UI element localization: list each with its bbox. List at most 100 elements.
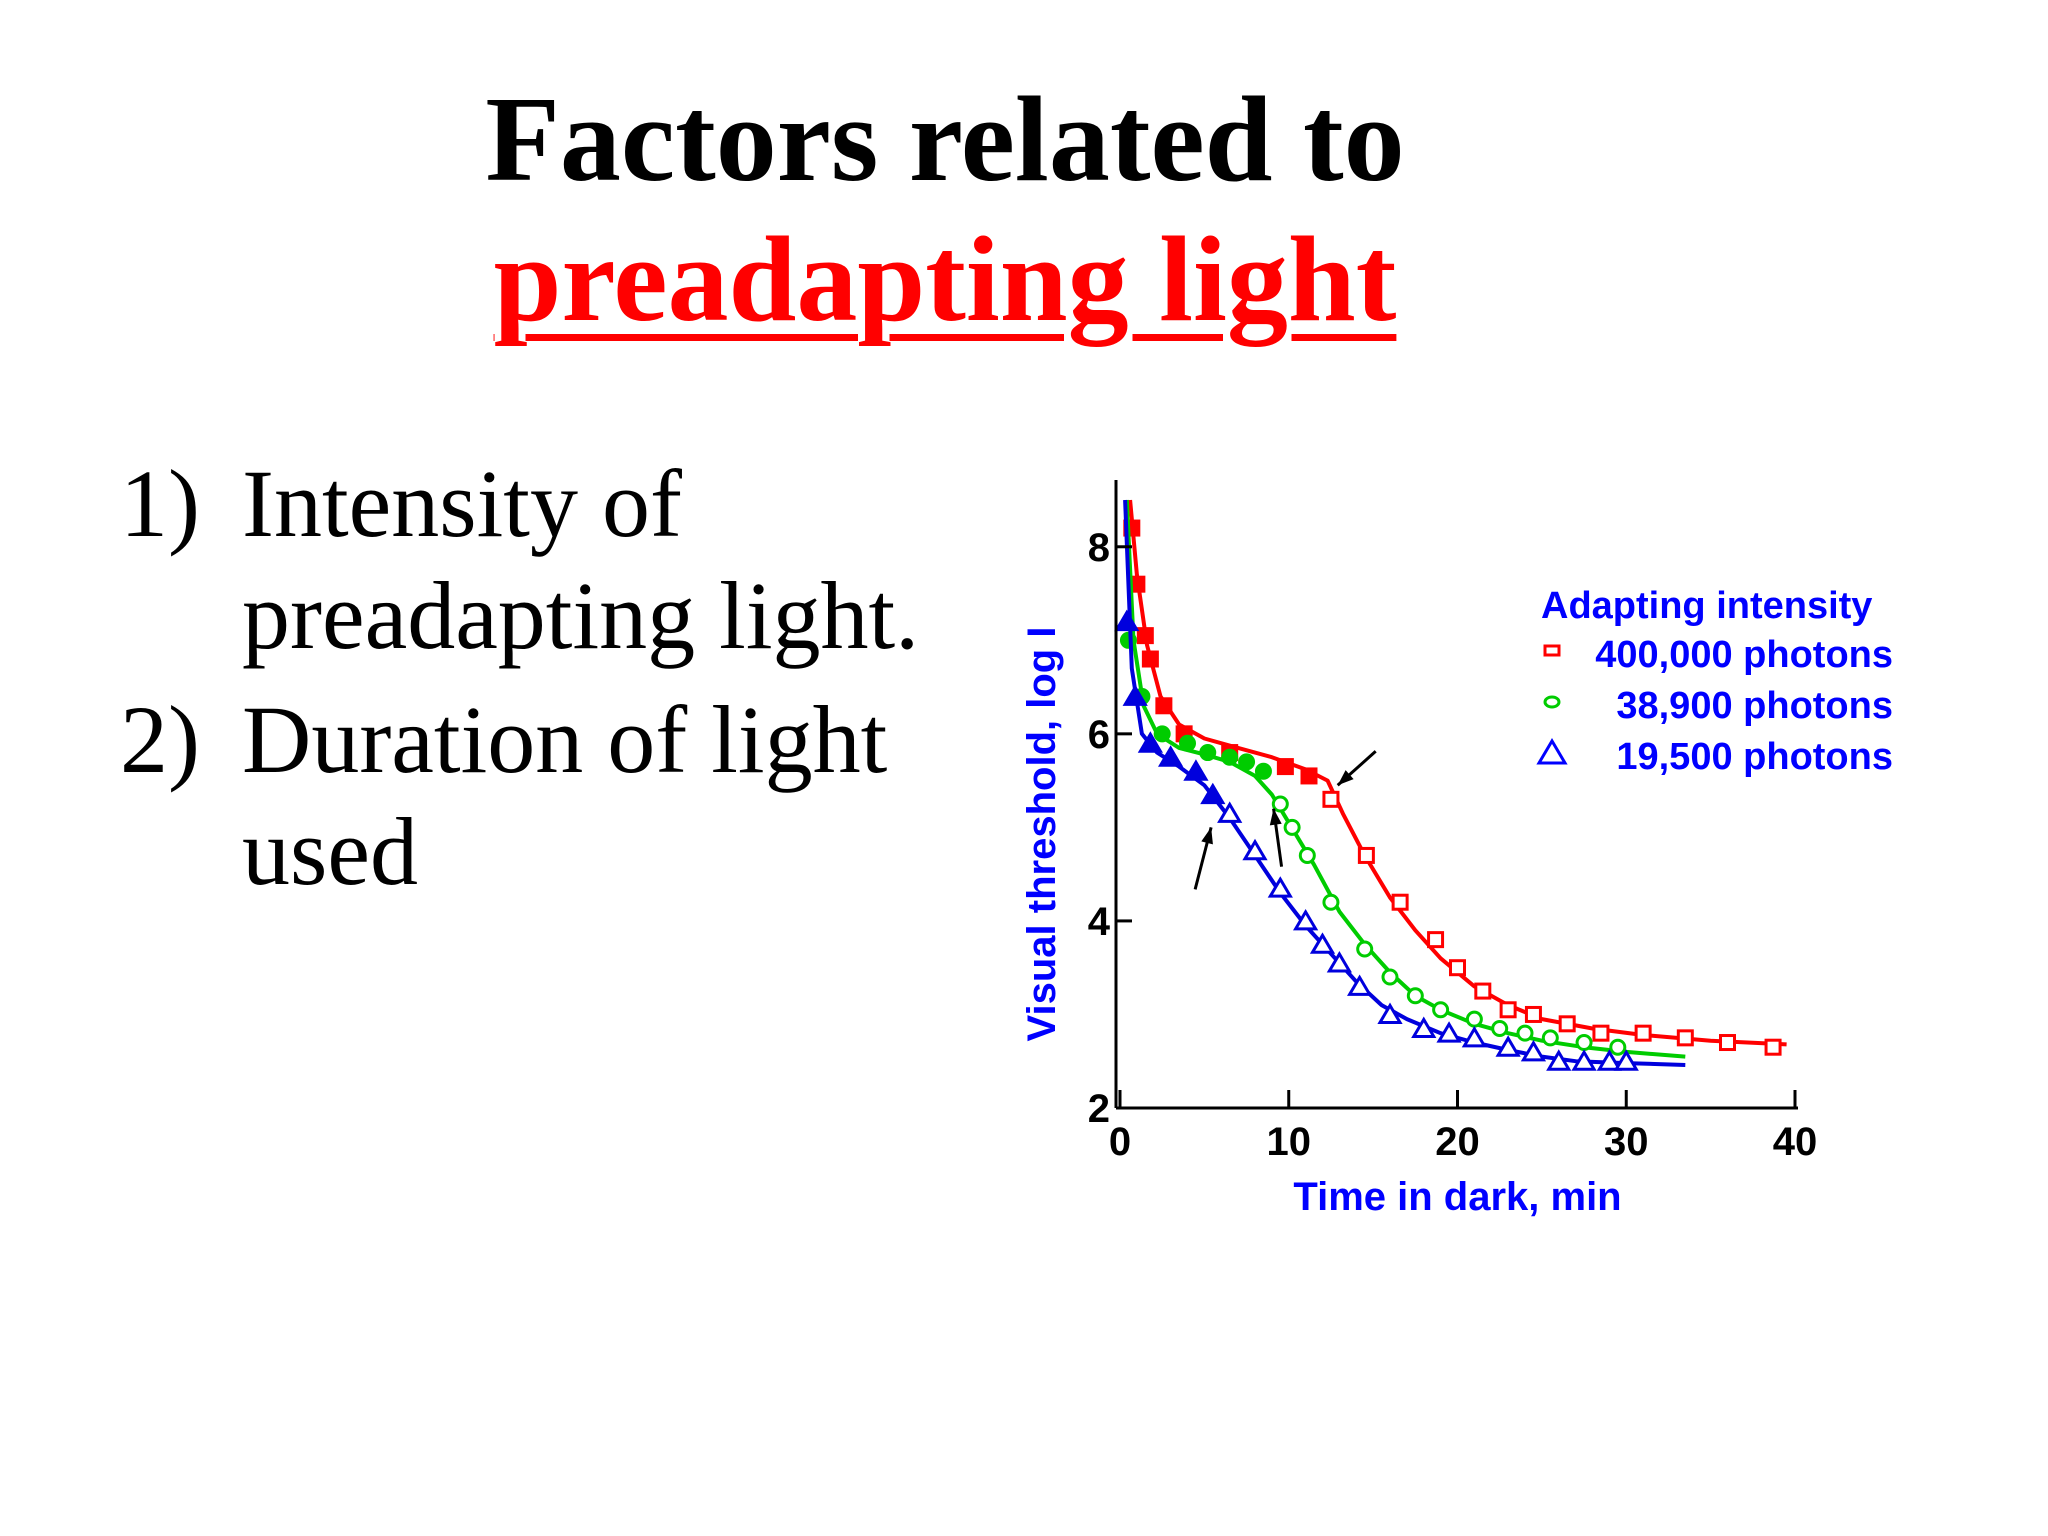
x-tick-label: 30 <box>1604 1120 1649 1164</box>
data-point <box>1136 627 1154 645</box>
legend-entry: 38,900 photons <box>1616 685 1893 727</box>
y-tick-label: 2 <box>1088 1087 1110 1131</box>
data-point <box>1491 1019 1509 1037</box>
data-point <box>1634 1024 1652 1042</box>
title-line-1: Factors related to <box>485 72 1405 207</box>
data-point <box>1322 790 1340 808</box>
chart-legend: Adapting intensity 400,000 photons 38,900 … <box>1536 585 1893 778</box>
legend-entry: 400,000 photons <box>1595 634 1893 676</box>
data-point <box>1499 1001 1517 1019</box>
data-point <box>1326 951 1352 973</box>
data-point <box>1524 1005 1542 1023</box>
data-point <box>1764 1038 1782 1056</box>
x-tick-label: 0 <box>1109 1120 1131 1164</box>
bullet-item-2: 2) Duration of light used <box>120 684 1000 908</box>
data-point <box>1242 838 1268 861</box>
data-point <box>1199 744 1217 762</box>
data-point <box>1391 893 1409 911</box>
legend-triangle-icon <box>1536 738 1568 765</box>
bullet-item-1: 1) Intensity of preadapting light. <box>120 448 1000 672</box>
data-point <box>1381 968 1399 986</box>
data-point <box>1546 1049 1572 1071</box>
data-point <box>1183 759 1209 781</box>
data-point <box>1719 1034 1736 1052</box>
bullet-text: Duration of light used <box>242 686 888 905</box>
data-point <box>1114 609 1140 632</box>
x-tick-label: 10 <box>1267 1120 1312 1164</box>
data-point <box>1298 846 1316 864</box>
data-point <box>1520 1039 1547 1062</box>
data-point <box>1465 1010 1483 1028</box>
data-point <box>1153 725 1171 743</box>
data-point <box>1541 1029 1559 1047</box>
data-point <box>1575 1034 1593 1052</box>
data-point <box>1309 932 1336 954</box>
legend-title: Adapting intensity <box>1541 585 1872 627</box>
legend-circle-icon <box>1543 695 1561 709</box>
data-point <box>1449 959 1466 977</box>
data-point <box>1347 974 1373 996</box>
data-point <box>1137 731 1163 753</box>
data-point <box>1356 940 1374 958</box>
data-point <box>1322 893 1340 911</box>
data-point <box>1596 1049 1622 1071</box>
x-tick-label: 40 <box>1773 1120 1818 1164</box>
data-point <box>1613 1049 1639 1071</box>
data-point <box>1432 1001 1450 1019</box>
data-point <box>1474 982 1492 1000</box>
data-point <box>1558 1015 1576 1033</box>
data-point <box>1200 782 1226 805</box>
data-point <box>1158 745 1184 767</box>
data-point <box>1609 1038 1627 1056</box>
data-point <box>1238 753 1256 771</box>
y-tick-label: 6 <box>1088 713 1110 757</box>
data-point <box>1221 748 1239 766</box>
bullet-number: 2) <box>120 686 200 793</box>
data-point <box>1436 1021 1462 1043</box>
data-point <box>1155 697 1173 715</box>
legend-entry: 19,500 photons <box>1616 736 1893 778</box>
series-line-2 <box>1124 499 1686 1059</box>
chart-axes: 0 10 20 30 40 2 4 6 8 <box>1088 480 1818 1164</box>
data-point <box>1571 1049 1597 1071</box>
bullet-text: Intensity of preadapting light. <box>242 450 920 669</box>
data-point <box>1676 1029 1694 1047</box>
slide-title: Factors related to preadapting light <box>0 70 1890 350</box>
data-point <box>1427 931 1445 949</box>
data-point <box>1377 1002 1403 1024</box>
legend-square-icon <box>1543 644 1561 657</box>
data-point <box>1406 987 1424 1005</box>
data-point <box>1293 908 1319 931</box>
arrow-head <box>1201 827 1213 845</box>
data-point <box>1267 876 1293 898</box>
data-point <box>1283 818 1301 836</box>
data-point <box>1254 762 1272 780</box>
title-line-2: preadapting light <box>493 212 1397 347</box>
data-point <box>1300 767 1318 785</box>
x-axis-title: Time in dark, min <box>1293 1175 1621 1219</box>
data-point <box>1217 801 1243 823</box>
dark-adaptation-chart: 0 10 20 30 40 2 4 6 8 Adapting intensity 400,000 … <box>1020 480 1893 1219</box>
data-point <box>1119 631 1137 649</box>
bullet-list: 1) Intensity of preadapting light. 2) Du… <box>120 448 1000 920</box>
y-tick-label: 4 <box>1088 900 1111 944</box>
data-point <box>1141 650 1159 668</box>
transition-arrows <box>1193 750 1377 890</box>
data-point <box>1271 795 1289 813</box>
data-point <box>1461 1025 1487 1048</box>
y-tick-label: 8 <box>1088 526 1110 570</box>
data-point <box>1276 758 1294 776</box>
data-point <box>1592 1024 1610 1042</box>
data-point <box>1179 734 1196 752</box>
data-point <box>1495 1035 1521 1057</box>
y-axis-title: Visual threshold, log I <box>1020 627 1064 1042</box>
data-point <box>1516 1024 1534 1042</box>
x-tick-label: 20 <box>1435 1120 1480 1164</box>
data-point <box>1122 684 1148 706</box>
chart-marks <box>1114 499 1787 1071</box>
arrow-head <box>1337 770 1354 786</box>
data-point <box>1411 1016 1437 1038</box>
bullet-number: 1) <box>120 450 200 557</box>
arrow-head <box>1269 808 1282 826</box>
data-point <box>1357 846 1375 864</box>
